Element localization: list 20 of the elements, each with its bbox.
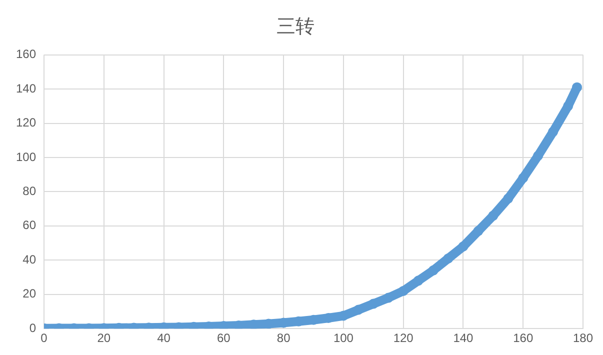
y-tick-label: 0 (29, 320, 36, 335)
x-tick-label: 60 (217, 331, 231, 346)
y-tick-label: 80 (22, 184, 36, 198)
x-tick-label: 80 (276, 331, 291, 346)
x-tick-label: 140 (453, 331, 474, 346)
x-tick-label: 100 (333, 331, 354, 346)
y-tick-label: 60 (22, 218, 36, 232)
y-tick-label: 100 (16, 150, 36, 164)
x-tick-label: 180 (572, 331, 594, 346)
y-tick-label: 40 (22, 252, 36, 266)
y-tick-label: 160 (16, 47, 36, 62)
x-tick-label: 160 (513, 331, 534, 346)
x-tick-label: 0 (40, 331, 48, 346)
y-tick-label: 120 (16, 116, 36, 130)
y-tick-label: 20 (22, 286, 36, 301)
chart-title: 三转 (276, 15, 314, 38)
x-tick-label: 20 (97, 331, 111, 346)
y-tick-label: 140 (16, 81, 36, 96)
x-tick-label: 120 (393, 331, 414, 346)
x-tick-label: 40 (157, 331, 171, 346)
